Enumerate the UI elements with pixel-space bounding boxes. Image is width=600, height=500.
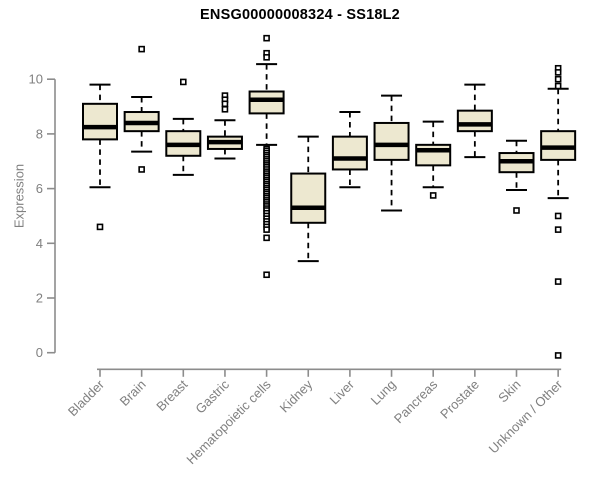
x-axis-label: Gastric	[192, 376, 232, 416]
boxplot-box	[456, 109, 493, 133]
boxplot-outlier	[221, 105, 229, 113]
y-axis-tick-label: 2	[36, 291, 43, 306]
boxplot-box	[331, 135, 368, 171]
boxplot-box	[373, 121, 410, 161]
x-axis-label: Brain	[117, 377, 149, 409]
y-axis-title: Expression	[11, 163, 27, 229]
x-axis-label: Pancreas	[391, 376, 441, 426]
boxplot-outlier	[263, 54, 270, 61]
y-axis-tick-label: 10	[29, 72, 43, 87]
boxplot-outlier	[554, 69, 562, 76]
boxplot-outlier	[554, 278, 562, 285]
y-axis-tick-label: 4	[36, 236, 43, 251]
boxplot-box	[290, 172, 327, 224]
boxplot-box	[248, 90, 285, 115]
boxplot-outlier	[554, 82, 562, 90]
chart-title: ENSG00000008324 - SS18L2	[200, 7, 400, 23]
boxplot-outlier	[138, 166, 145, 173]
x-axis-label: Kidney	[277, 376, 316, 415]
boxplot-outlier	[429, 192, 437, 199]
boxplot-outlier	[554, 352, 562, 359]
y-axis-tick-label: 8	[36, 126, 43, 141]
y-axis-tick-label: 0	[36, 345, 43, 360]
boxplot-outlier	[554, 226, 562, 233]
boxplot-outlier	[263, 271, 270, 279]
x-axis-label: Skin	[495, 377, 523, 405]
x-axis-label: Breast	[153, 377, 190, 414]
y-axis-tick-label: 6	[36, 181, 43, 196]
boxplot-outlier	[263, 234, 270, 242]
boxplot-outlier	[138, 45, 145, 53]
boxplot-outlier	[96, 223, 104, 231]
boxplot-outlier	[263, 226, 270, 233]
boxplot-outlier	[554, 75, 562, 83]
x-axis-label: Liver	[326, 376, 357, 407]
boxplot-outlier	[221, 100, 229, 108]
boxplot-outlier	[554, 212, 562, 220]
boxplot-outlier	[180, 78, 187, 86]
x-axis-label: Bladder	[65, 376, 108, 419]
x-axis-label: Prostate	[437, 377, 482, 422]
boxplot-outlier	[263, 34, 270, 42]
x-axis-label: Unknown / Other	[486, 376, 566, 456]
boxplot-box	[82, 102, 118, 141]
x-axis-label: Lung	[368, 377, 399, 408]
boxplot-outlier	[513, 207, 520, 214]
boxplot-box	[415, 143, 452, 167]
